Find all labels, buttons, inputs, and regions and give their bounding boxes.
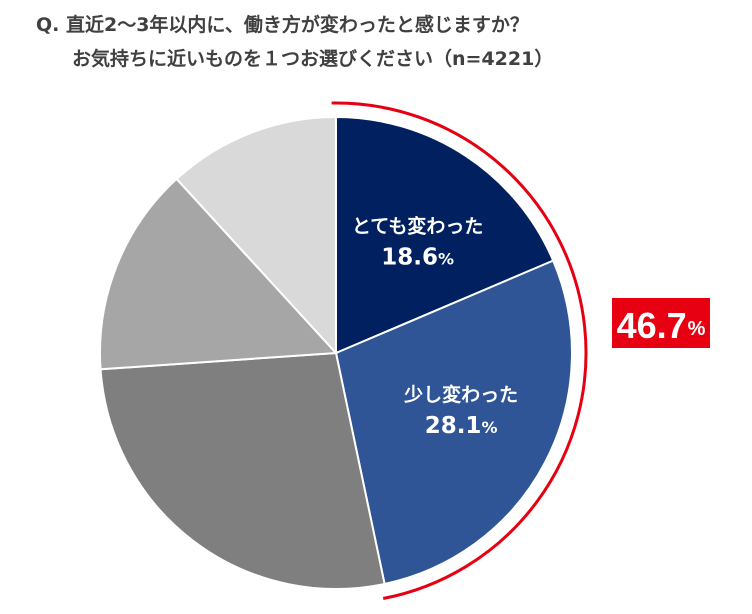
slice-value-2: 28.1%: [425, 413, 498, 439]
chart-title: Q. 直近2～3年以内に、働き方が変わったと感じますか？ お気持ちに近いものを１…: [36, 8, 553, 76]
title-line-1: Q. 直近2～3年以内に、働き方が変わったと感じますか？: [36, 14, 529, 36]
slice-label-1: とても変わった: [352, 215, 483, 238]
pie-slice-4: [99, 177, 339, 371]
slice-label-2: 少し変わった: [403, 383, 518, 406]
pie-slice-1: [335, 115, 555, 355]
highlight-bracket-arc: [331, 101, 588, 600]
total-callout-value: 46.7: [616, 305, 687, 346]
slice-value-1: 18.6%: [381, 245, 454, 271]
title-line-2: お気持ちに近いものを１つお選びください（n=4221）: [72, 48, 554, 70]
pie-slice-5: [175, 115, 337, 356]
pie-slice-3: [99, 351, 386, 590]
total-callout: 46.7%: [612, 298, 710, 348]
total-callout-unit: %: [687, 318, 706, 340]
pie-slice-2: [334, 259, 573, 586]
